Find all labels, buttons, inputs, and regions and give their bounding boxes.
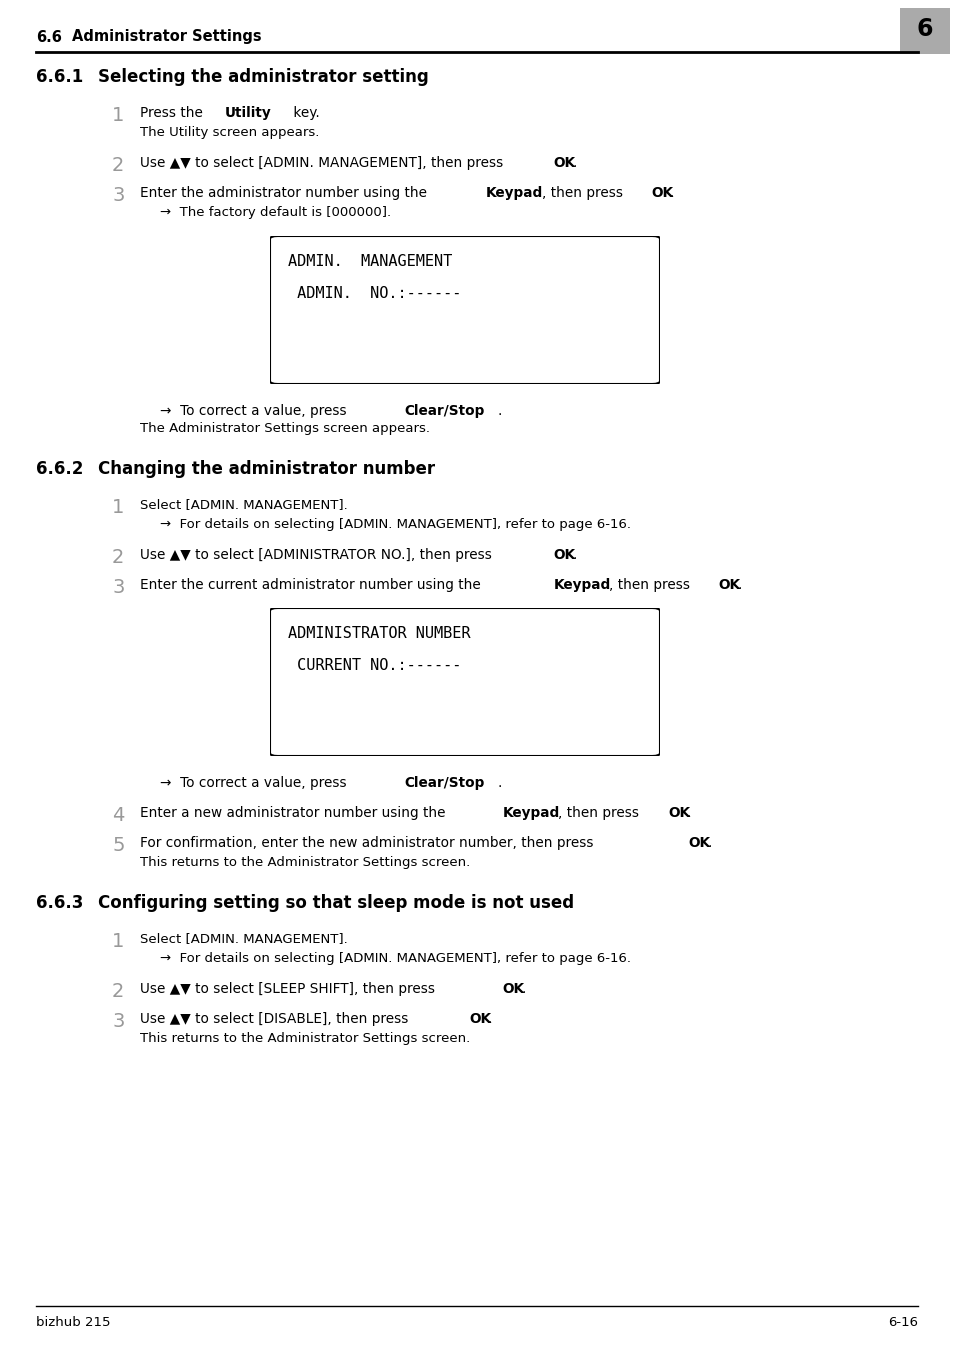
Text: Enter the administrator number using the: Enter the administrator number using the bbox=[140, 186, 431, 200]
Text: OK: OK bbox=[553, 155, 575, 170]
Text: 3: 3 bbox=[112, 1012, 124, 1031]
Text: Utility: Utility bbox=[224, 105, 271, 120]
Text: .: . bbox=[572, 155, 576, 170]
Text: →  To correct a value, press: → To correct a value, press bbox=[160, 404, 351, 417]
Text: Use ▲▼ to select [SLEEP SHIFT], then press: Use ▲▼ to select [SLEEP SHIFT], then pre… bbox=[140, 982, 439, 996]
Text: Use ▲▼ to select [ADMIN. MANAGEMENT], then press: Use ▲▼ to select [ADMIN. MANAGEMENT], th… bbox=[140, 155, 507, 170]
Text: OK: OK bbox=[667, 807, 690, 820]
Text: .: . bbox=[572, 549, 576, 562]
Text: 4: 4 bbox=[112, 807, 124, 825]
Text: Clear/Stop: Clear/Stop bbox=[404, 404, 484, 417]
Text: OK: OK bbox=[688, 836, 710, 850]
Text: This returns to the Administrator Settings screen.: This returns to the Administrator Settin… bbox=[140, 1032, 470, 1046]
Text: bizhub 215: bizhub 215 bbox=[36, 1316, 111, 1329]
Text: Administrator Settings: Administrator Settings bbox=[71, 30, 261, 45]
Text: .: . bbox=[487, 1012, 492, 1025]
FancyBboxPatch shape bbox=[270, 236, 659, 384]
Text: This returns to the Administrator Settings screen.: This returns to the Administrator Settin… bbox=[140, 857, 470, 869]
Text: 6.6.3: 6.6.3 bbox=[36, 894, 83, 912]
Text: 1: 1 bbox=[112, 105, 124, 126]
Text: Keypad: Keypad bbox=[553, 578, 610, 592]
Text: 6.6: 6.6 bbox=[36, 30, 62, 45]
Text: 3: 3 bbox=[112, 578, 124, 597]
Text: .: . bbox=[497, 404, 501, 417]
Text: Clear/Stop: Clear/Stop bbox=[404, 775, 484, 790]
Text: 6: 6 bbox=[916, 18, 932, 41]
Text: .: . bbox=[497, 775, 501, 790]
Text: .: . bbox=[737, 578, 740, 592]
Text: OK: OK bbox=[718, 578, 740, 592]
Text: 6.6.1: 6.6.1 bbox=[36, 68, 83, 86]
Text: Select [ADMIN. MANAGEMENT].: Select [ADMIN. MANAGEMENT]. bbox=[140, 932, 348, 944]
Text: OK: OK bbox=[651, 186, 673, 200]
Text: →  The factory default is [000000].: → The factory default is [000000]. bbox=[160, 205, 391, 219]
Text: ADMIN.  MANAGEMENT: ADMIN. MANAGEMENT bbox=[288, 254, 452, 269]
Text: OK: OK bbox=[469, 1012, 491, 1025]
FancyBboxPatch shape bbox=[270, 608, 659, 757]
Text: Enter the current administrator number using the: Enter the current administrator number u… bbox=[140, 578, 485, 592]
Text: 2: 2 bbox=[112, 155, 124, 176]
Text: ADMIN.  NO.:------: ADMIN. NO.:------ bbox=[288, 286, 461, 301]
Text: , then press: , then press bbox=[608, 578, 694, 592]
Text: ADMINISTRATOR NUMBER: ADMINISTRATOR NUMBER bbox=[288, 626, 470, 640]
Text: Keypad: Keypad bbox=[485, 186, 542, 200]
Text: Configuring setting so that sleep mode is not used: Configuring setting so that sleep mode i… bbox=[98, 894, 574, 912]
Text: Press the: Press the bbox=[140, 105, 207, 120]
Text: 1: 1 bbox=[112, 499, 124, 517]
Text: 1: 1 bbox=[112, 932, 124, 951]
Text: Changing the administrator number: Changing the administrator number bbox=[98, 459, 435, 478]
Text: Enter a new administrator number using the: Enter a new administrator number using t… bbox=[140, 807, 450, 820]
Text: 6-16: 6-16 bbox=[887, 1316, 917, 1329]
Text: Select [ADMIN. MANAGEMENT].: Select [ADMIN. MANAGEMENT]. bbox=[140, 499, 348, 511]
Text: 2: 2 bbox=[112, 982, 124, 1001]
Text: CURRENT NO.:------: CURRENT NO.:------ bbox=[288, 658, 461, 673]
Text: , then press: , then press bbox=[558, 807, 643, 820]
Text: 3: 3 bbox=[112, 186, 124, 205]
Text: .: . bbox=[669, 186, 674, 200]
Text: key.: key. bbox=[289, 105, 319, 120]
Text: Keypad: Keypad bbox=[502, 807, 559, 820]
Text: OK: OK bbox=[553, 549, 575, 562]
Text: .: . bbox=[521, 982, 525, 996]
Text: Use ▲▼ to select [DISABLE], then press: Use ▲▼ to select [DISABLE], then press bbox=[140, 1012, 413, 1025]
Text: .: . bbox=[686, 807, 690, 820]
Text: The Utility screen appears.: The Utility screen appears. bbox=[140, 126, 319, 139]
Text: Selecting the administrator setting: Selecting the administrator setting bbox=[98, 68, 428, 86]
Text: →  For details on selecting [ADMIN. MANAGEMENT], refer to page 6-16.: → For details on selecting [ADMIN. MANAG… bbox=[160, 517, 630, 531]
Text: 6.6.2: 6.6.2 bbox=[36, 459, 83, 478]
Text: →  To correct a value, press: → To correct a value, press bbox=[160, 775, 351, 790]
Text: 2: 2 bbox=[112, 549, 124, 567]
Text: For confirmation, enter the new administrator number, then press: For confirmation, enter the new administ… bbox=[140, 836, 598, 850]
Text: , then press: , then press bbox=[541, 186, 626, 200]
Text: 5: 5 bbox=[112, 836, 125, 855]
Text: .: . bbox=[706, 836, 711, 850]
Text: →  For details on selecting [ADMIN. MANAGEMENT], refer to page 6-16.: → For details on selecting [ADMIN. MANAG… bbox=[160, 952, 630, 965]
Text: Use ▲▼ to select [ADMINISTRATOR NO.], then press: Use ▲▼ to select [ADMINISTRATOR NO.], th… bbox=[140, 549, 496, 562]
Text: OK: OK bbox=[502, 982, 524, 996]
Text: The Administrator Settings screen appears.: The Administrator Settings screen appear… bbox=[140, 422, 430, 435]
